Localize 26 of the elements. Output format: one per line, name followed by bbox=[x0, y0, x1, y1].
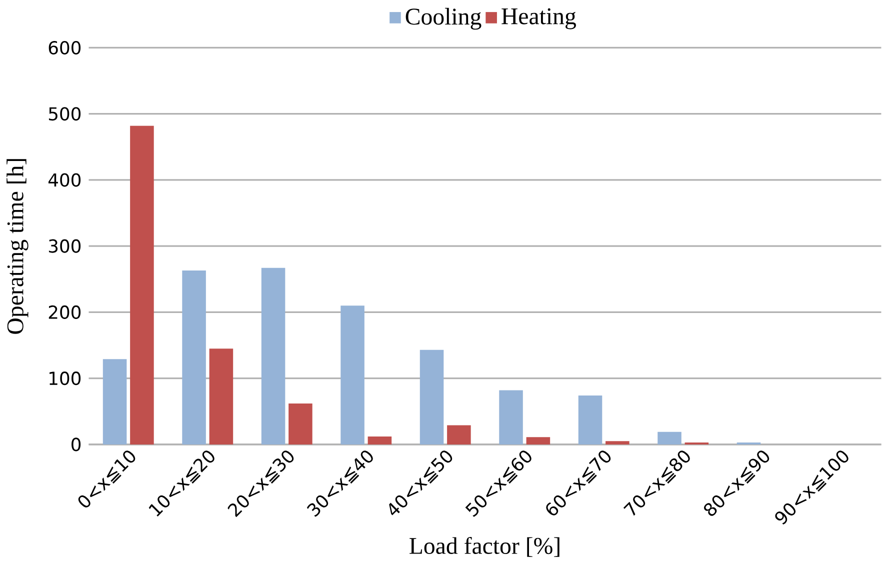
bar bbox=[578, 396, 602, 445]
y-tick-label: 300 bbox=[48, 240, 81, 254]
bar bbox=[288, 404, 312, 445]
bar bbox=[606, 441, 630, 445]
y-tick-label: 500 bbox=[48, 107, 81, 121]
bar bbox=[102, 359, 127, 445]
y-tick-label: 0 bbox=[72, 438, 81, 452]
y-tick-label: 200 bbox=[48, 306, 81, 320]
bar bbox=[340, 306, 364, 445]
legend-label: Heating bbox=[502, 8, 576, 30]
bar bbox=[368, 436, 392, 445]
bar bbox=[526, 437, 550, 445]
y-tick-label: 100 bbox=[50, 372, 81, 386]
x-axis-title: Load factor [%] bbox=[410, 537, 560, 558]
bar bbox=[499, 390, 523, 445]
y-axis-title: Operating time [h] bbox=[6, 159, 28, 334]
y-tick-label: 400 bbox=[48, 173, 81, 187]
bar bbox=[261, 268, 286, 445]
bar bbox=[130, 126, 154, 445]
legend-label: Cooling bbox=[406, 8, 482, 30]
y-tick-label: 600 bbox=[48, 41, 81, 55]
bar bbox=[420, 350, 444, 445]
bar bbox=[209, 348, 234, 445]
bar bbox=[447, 425, 471, 445]
bar bbox=[658, 432, 682, 445]
bar bbox=[182, 270, 206, 445]
